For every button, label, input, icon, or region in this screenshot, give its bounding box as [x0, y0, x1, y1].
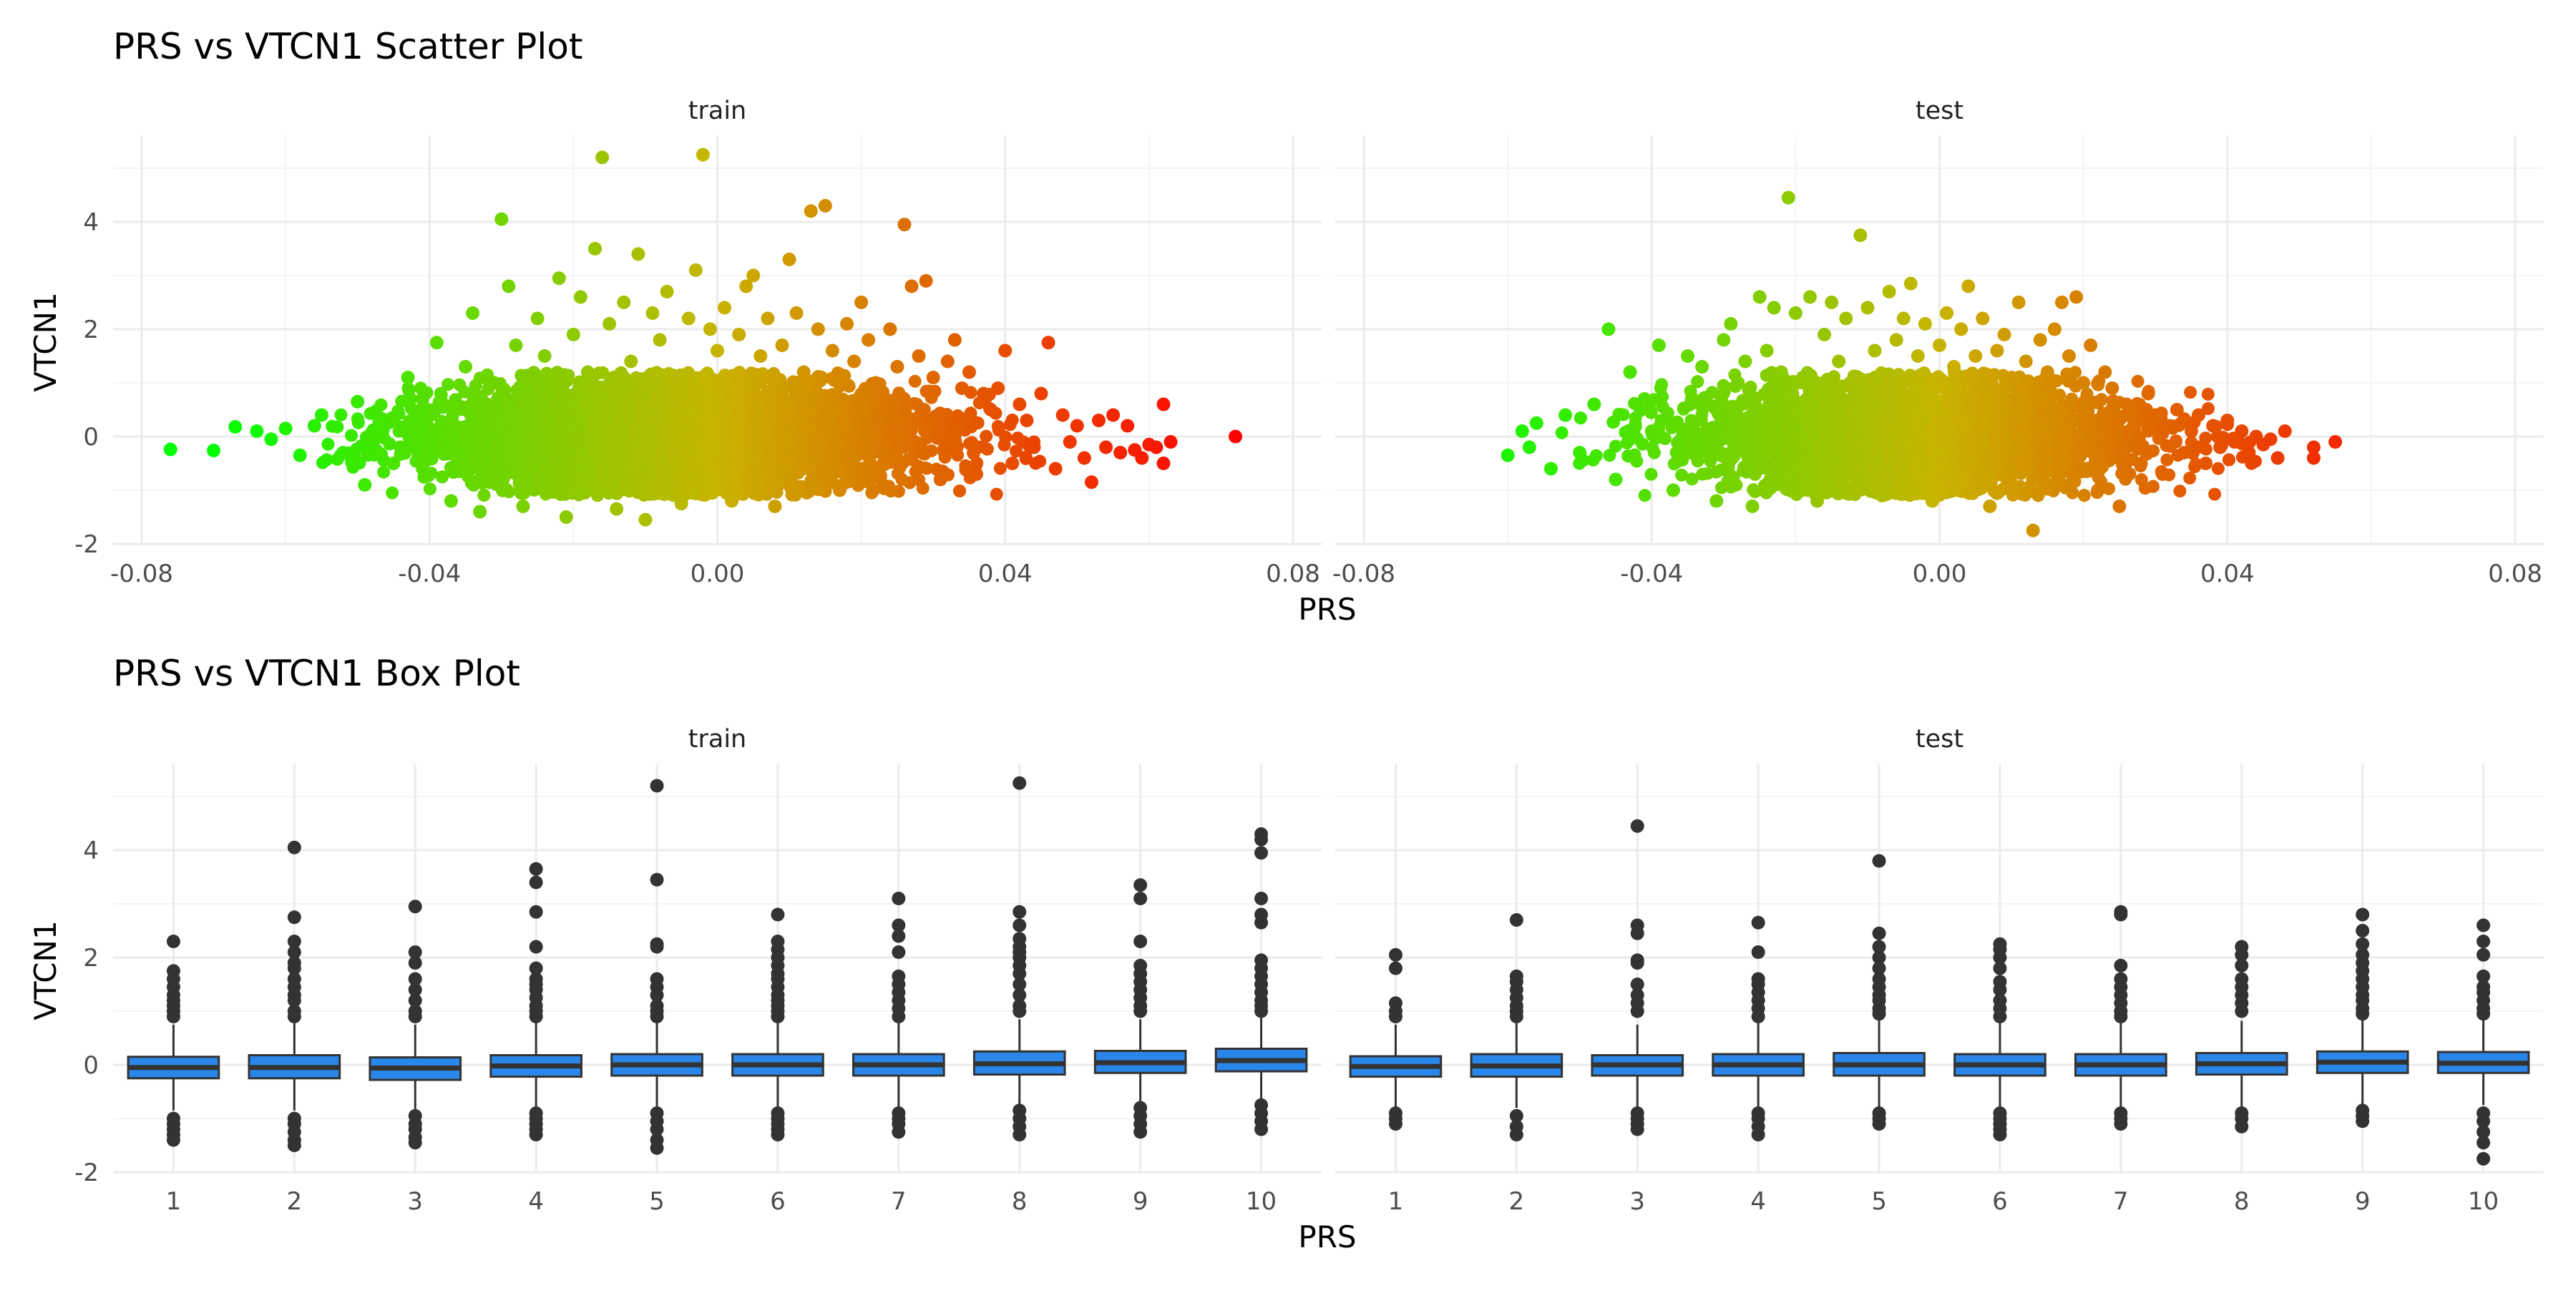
scatter-cloud-point: [784, 481, 797, 494]
scatter-cloud-point: [994, 462, 1007, 475]
scatter-cloud-point: [597, 462, 610, 475]
scatter-cloud-point: [768, 374, 781, 386]
scatter-cloud-point: [958, 412, 971, 425]
scatter-cloud-point: [434, 387, 447, 400]
scatter-cloud-point: [920, 385, 933, 398]
x-tick-label: 0.04: [978, 560, 1033, 588]
scatter-cloud-point: [1033, 455, 1046, 468]
scatter-cloud-point: [992, 420, 1005, 433]
scatter-cloud-point: [919, 423, 932, 436]
scatter-cloud-point: [375, 399, 388, 411]
scatter-cloud-point: [377, 466, 390, 479]
scatter-cloud-point: [483, 476, 496, 489]
scatter-cloud-point: [335, 409, 348, 422]
scatter-cloud-point: [545, 414, 558, 427]
scatter-panel-train: train -0.08 -0.04 0.00 0.04 0.08 -2 0 2 4: [74, 97, 1322, 588]
scatter-cloud-point: [980, 430, 992, 443]
scatter-cloud-point: [395, 395, 408, 408]
scatter-cloud-point: [918, 403, 931, 416]
scatter-cloud-point: [946, 422, 959, 435]
scatter-cloud-point: [698, 489, 711, 502]
scatter-cloud-point: [803, 482, 816, 495]
scatter-cloud-point: [375, 448, 388, 461]
scatter-cloud-point: [863, 460, 876, 473]
x-tick-label: -0.08: [110, 560, 173, 588]
scatter-cloud-point: [953, 484, 966, 497]
y-tick-label: 2: [83, 316, 99, 344]
scatter-cloud-point: [909, 375, 922, 388]
x-tick-label: -0.04: [398, 560, 461, 588]
y-tick-label: -2: [74, 530, 99, 559]
scatter-cloud-point: [619, 480, 632, 493]
scatter-cloud-point: [447, 427, 460, 440]
scatter-cloud-point: [981, 443, 994, 456]
scatter-cloud-point: [842, 379, 855, 391]
scatter-cloud-point: [316, 457, 329, 469]
facet-label-train: train: [688, 97, 746, 125]
scatter-cloud-point: [798, 422, 811, 434]
scatter-cloud-point: [1011, 432, 1024, 444]
scatter-cloud-point: [556, 381, 569, 394]
x-tick-label: 0.00: [691, 560, 745, 588]
scatter-cloud-point: [431, 424, 444, 437]
scatter-y-axis-label: VTCN1: [28, 292, 63, 391]
scatter-cloud-point: [821, 401, 834, 414]
scatter-cloud-point: [862, 448, 875, 461]
scatter-cloud-point: [967, 447, 980, 460]
scatter-cloud-point: [912, 473, 925, 486]
scatter-cloud-point: [401, 428, 414, 441]
scatter-cloud-point: [453, 379, 466, 391]
scatter-cloud-point: [892, 467, 904, 480]
box-title: PRS vs VTCN1 Box Plot: [113, 653, 520, 694]
scatter-cloud-point: [990, 488, 1003, 501]
scatter-x-axis-label: PRS: [1298, 592, 1356, 627]
scatter-cloud-point: [939, 409, 952, 422]
scatter-cloud-point: [826, 389, 839, 401]
y-tick-label: 0: [83, 423, 99, 452]
x-tick-label: 0.08: [1266, 560, 1320, 588]
box-y-axis-label: VTCN1: [28, 920, 63, 1020]
scatter-cloud-point: [999, 431, 1012, 444]
scatter-cloud-point: [850, 402, 863, 415]
scatter-cloud-point: [972, 416, 985, 429]
scatter-cloud-point: [449, 393, 462, 406]
scatter-cloud-point: [459, 428, 472, 441]
scatter-cloud-point: [965, 436, 978, 449]
scatter-cloud-point: [1006, 414, 1019, 427]
scatter-cloud-point: [355, 439, 368, 452]
scatter-cloud-point: [660, 481, 673, 494]
scatter-cloud-point: [424, 482, 436, 495]
box-x-axis-label: PRS: [1298, 1219, 1356, 1255]
scatter-cloud-point: [838, 396, 851, 409]
scatter-cloud-point: [915, 445, 928, 458]
scatter-cloud-point: [899, 401, 912, 414]
scatter-cloud-point: [322, 438, 335, 451]
scatter-cloud-point: [477, 489, 490, 502]
scatter-cloud-point: [688, 389, 701, 402]
scatter-cloud-point: [499, 401, 512, 414]
scatter-cloud-point: [326, 420, 338, 433]
scatter-cloud-point: [345, 429, 358, 442]
scatter-cloud-point: [351, 412, 364, 425]
scatter-title: PRS vs VTCN1 Scatter Plot: [113, 26, 582, 67]
scatter-cloud-point: [416, 428, 429, 441]
scatter-cloud-point: [386, 487, 399, 500]
y-tick-label: 4: [83, 208, 99, 237]
scatter-cloud-point: [904, 439, 917, 452]
scatter-cloud-point: [469, 379, 482, 392]
scatter-cloud-point: [419, 445, 432, 458]
scatter-cloud-point: [436, 470, 449, 483]
